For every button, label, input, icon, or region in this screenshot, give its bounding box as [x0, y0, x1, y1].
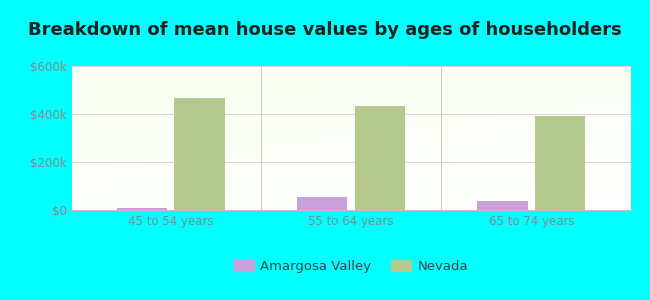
Legend: Amargosa Valley, Nevada: Amargosa Valley, Nevada	[229, 254, 473, 278]
Bar	[477, 201, 528, 210]
Bar	[116, 208, 167, 210]
Bar	[174, 98, 225, 210]
Bar	[355, 106, 405, 210]
Bar	[297, 197, 347, 210]
Text: Breakdown of mean house values by ages of householders: Breakdown of mean house values by ages o…	[28, 21, 622, 39]
Bar	[535, 116, 586, 210]
